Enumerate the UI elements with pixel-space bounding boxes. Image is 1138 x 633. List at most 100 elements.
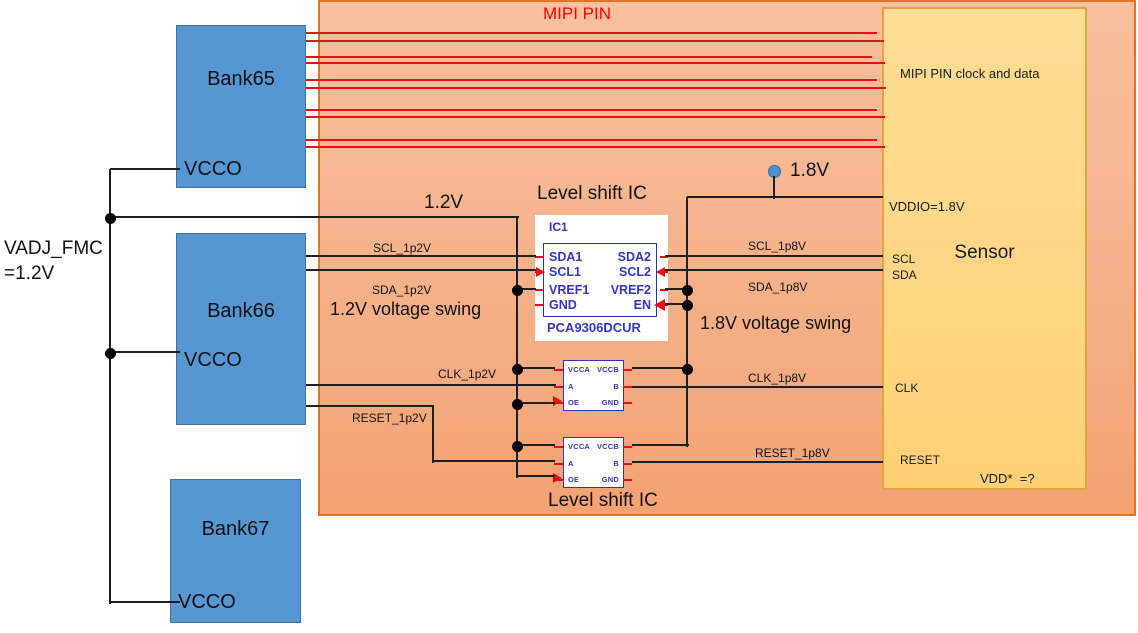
wire — [665, 269, 883, 271]
wire — [665, 303, 689, 305]
junction-dot — [682, 364, 693, 375]
junction-dot — [512, 399, 523, 410]
level-shift-title-top: Level shift IC — [537, 183, 647, 204]
mipi-lane — [306, 56, 872, 58]
en-arrow-icon — [654, 299, 665, 311]
wire — [306, 405, 434, 407]
scl2-arrow-icon — [656, 267, 665, 277]
lvs1-pin-vccb: VCCB — [596, 365, 619, 374]
mipi-lane — [306, 32, 877, 34]
lvs1-pin-gnd: GND — [601, 398, 619, 407]
bank66-box: Bank66 VCCO — [176, 233, 306, 425]
wire — [306, 384, 556, 386]
mipi-lane — [306, 79, 877, 81]
lvs2-pin-gnd: GND — [601, 475, 619, 484]
sensor-pin-scl: SCL — [892, 252, 916, 266]
junction-dot — [105, 213, 116, 224]
junction-dot — [682, 300, 693, 311]
lvs1-stub — [554, 369, 563, 371]
ic1-pin-scl1: SCL1 — [549, 265, 581, 279]
wire — [632, 444, 689, 446]
lvs1-stub — [623, 369, 632, 371]
lvs2-pin-vcca: VCCA — [568, 442, 591, 451]
wire — [109, 169, 111, 604]
scl1-arrow-icon — [536, 267, 545, 277]
wire — [110, 601, 180, 603]
sensor-pin-clk: CLK — [895, 381, 919, 395]
ic1-pin-scl2: SCL2 — [619, 265, 651, 279]
wire — [517, 367, 555, 369]
lvs1-pin-oe: OE — [568, 398, 580, 407]
junction-dot — [512, 285, 523, 296]
mipi-lane — [306, 40, 884, 42]
junction-dot — [512, 364, 523, 375]
wire — [632, 367, 689, 369]
ic1-stub — [660, 256, 668, 258]
wire — [110, 216, 519, 218]
wire — [517, 444, 555, 446]
net-scl12-label: SCL_1p2V — [373, 241, 432, 255]
swing-1v8-label: 1.8V voltage swing — [700, 313, 852, 333]
mipi-lane — [306, 109, 877, 111]
ic1-symbol-box: SDA1 SDA2 SCL1 SCL2 VREF1 VREF2 GND EN — [543, 243, 657, 317]
ic1-pin-vref2: VREF2 — [610, 283, 651, 297]
vadj-label: VADJ_FMC =1.2V — [4, 236, 103, 286]
lvs2-stub — [554, 463, 563, 465]
wire — [433, 460, 555, 462]
wire — [306, 255, 536, 257]
ic1-stub — [535, 304, 543, 306]
ic1-pin-sda2: SDA2 — [617, 250, 651, 264]
lvs2-stub — [623, 463, 632, 465]
ic1-stub — [535, 256, 543, 258]
net-scl18-label: SCL_1p8V — [748, 239, 807, 253]
bank67-vcco-label: VCCO — [178, 591, 236, 613]
ic1-pin-sda1: SDA1 — [549, 250, 583, 264]
lvs2-pin-vccb: VCCB — [596, 442, 619, 451]
vadj-line2: =1.2V — [4, 263, 55, 285]
lvs1-pin-a: A — [568, 382, 574, 391]
net-clk12-label: CLK_1p2V — [438, 367, 497, 381]
bank67-box: Bank67 VCCO — [170, 479, 301, 623]
wire — [516, 217, 518, 478]
sensor-mipi-note: MIPI PIN clock and data — [900, 66, 1040, 81]
junction-dot — [105, 348, 116, 359]
wire — [110, 351, 180, 353]
bank65-vcco-label: VCCO — [184, 158, 242, 180]
net-clk18-label: CLK_1p8V — [748, 371, 807, 385]
net-reset12-label: RESET_1p2V — [352, 411, 427, 425]
sensor-pin-sda: SDA — [892, 268, 917, 282]
lvs2-pin-oe: OE — [568, 475, 580, 484]
wire — [687, 196, 883, 198]
oe1-arrow-icon — [553, 396, 562, 406]
bank65-label: Bank65 — [207, 68, 275, 90]
oe2-arrow-icon — [553, 473, 562, 483]
level-shifter-reset: VCCA VCCB A B OE GND — [554, 437, 632, 488]
mipi-lane — [306, 146, 885, 148]
mipi-lane — [306, 139, 877, 141]
bank65-box: Bank65 VCCO — [176, 25, 306, 188]
junction-dot — [682, 285, 693, 296]
junction-dot — [512, 441, 523, 452]
vadj-line1: VADJ_FMC — [4, 238, 103, 259]
sensor-pin-reset: RESET — [900, 453, 941, 467]
wire — [632, 461, 883, 463]
ic1-stub — [535, 289, 543, 291]
sensor-vddio-label: VDDIO=1.8V — [889, 199, 965, 214]
mipi-lane — [306, 116, 885, 118]
wire — [306, 269, 536, 271]
mipi-lane — [306, 87, 886, 89]
bank66-vcco-label: VCCO — [184, 349, 242, 371]
lvs2-stub — [623, 446, 632, 448]
wire — [517, 475, 555, 477]
net-reset18-label: RESET_1p8V — [755, 446, 830, 460]
ic1-pin-en: EN — [633, 298, 651, 312]
lvs2-stub — [554, 446, 563, 448]
lvs1-pin-vcca: VCCA — [568, 365, 591, 374]
wire — [517, 288, 536, 290]
bank66-label: Bank66 — [207, 300, 275, 322]
net-1v8-label: 1.8V — [790, 160, 830, 181]
net-sda18-label: SDA_1p8V — [748, 280, 808, 294]
wire — [632, 386, 883, 388]
wire — [665, 255, 883, 257]
